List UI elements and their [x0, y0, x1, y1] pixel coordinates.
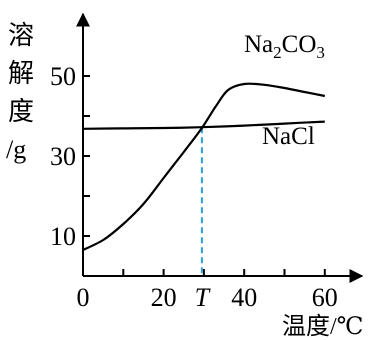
y-axis-label-char: 度 — [8, 97, 34, 126]
series-label-nacl: NaCl — [262, 123, 315, 150]
axis-ticks — [83, 75, 326, 276]
series-label-na2co3: Na2CO3 — [244, 31, 325, 62]
x-tick-label: 0 — [77, 283, 90, 312]
y-tick-label: 10 — [50, 222, 76, 251]
series-line-nacl — [82, 120, 325, 130]
axis-tick-labels: 0 20 40 60 10 30 50 — [50, 62, 338, 312]
series-label-na2co3-sub: 3 — [316, 43, 325, 62]
y-tick-label: 30 — [50, 142, 76, 171]
y-axis-label-char: /g — [6, 135, 26, 164]
x-tick-label: 60 — [312, 283, 338, 312]
y-axis-label: 溶 解 度 /g — [6, 21, 34, 164]
y-tick-label: 50 — [50, 62, 76, 91]
series-label-na2co3-sub: 2 — [273, 43, 282, 62]
x-tick-label: 20 — [151, 283, 177, 312]
marker-label-t: T — [195, 283, 211, 312]
series-line-na2co3 — [82, 82, 326, 251]
series-label-na2co3-part: Na — [244, 31, 273, 58]
x-tick-label: 40 — [231, 283, 257, 312]
x-axis-label: 温度/℃ — [282, 313, 364, 340]
series-label-na2co3-part: CO — [282, 31, 317, 58]
y-axis-label-char: 溶 — [8, 21, 34, 50]
y-axis-label-char: 解 — [8, 59, 34, 88]
